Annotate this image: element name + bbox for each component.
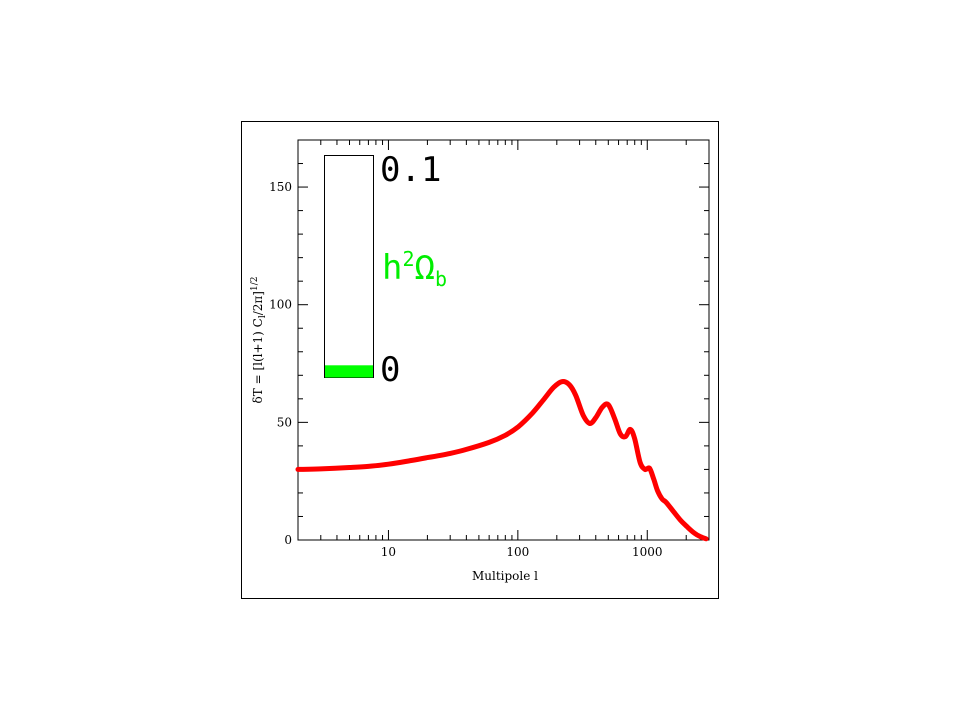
x-tick-label: 1000: [632, 545, 663, 559]
x-axis-ticks: 10 100 1000: [297, 140, 710, 559]
parameter-gauge: 0.1 h2Ωb 0: [324, 150, 447, 390]
y-axis-title-mid: /2π]: [251, 291, 265, 315]
y-axis-title-sup: 1/2: [250, 277, 260, 291]
y-tick-label: 50: [277, 415, 292, 429]
y-axis-ticks: 0 50 100 150: [269, 139, 709, 547]
gauge-param-base: h: [382, 248, 402, 288]
figure-frame: [241, 121, 719, 599]
x-tick-label: 10: [381, 545, 396, 559]
gauge-bottom-label: 0: [380, 350, 400, 390]
x-axis-title: Multipole l: [472, 569, 538, 583]
axes-box: [297, 139, 710, 541]
y-tick-label: 100: [269, 298, 292, 312]
gauge-param-label: h2Ωb: [382, 247, 447, 291]
gauge-box: [324, 155, 374, 378]
gauge-top-label: 0.1: [380, 150, 441, 190]
y-tick-label: 0: [284, 533, 292, 547]
gauge-param-sub: b: [435, 267, 447, 291]
y-axis-title: δT = [l(l+1) Cl/2π]1/2: [250, 277, 268, 404]
gauge-fill: [325, 365, 373, 378]
y-axis-title-main: δT = [l(l+1) C: [251, 318, 265, 403]
gauge-param-omega: Ω: [415, 248, 435, 288]
gauge-param-sup: 2: [402, 247, 414, 271]
y-axis-title-sub: l: [258, 315, 268, 318]
x-tick-label: 100: [506, 545, 529, 559]
series-line: [295, 379, 709, 542]
y-tick-label: 150: [269, 180, 292, 194]
